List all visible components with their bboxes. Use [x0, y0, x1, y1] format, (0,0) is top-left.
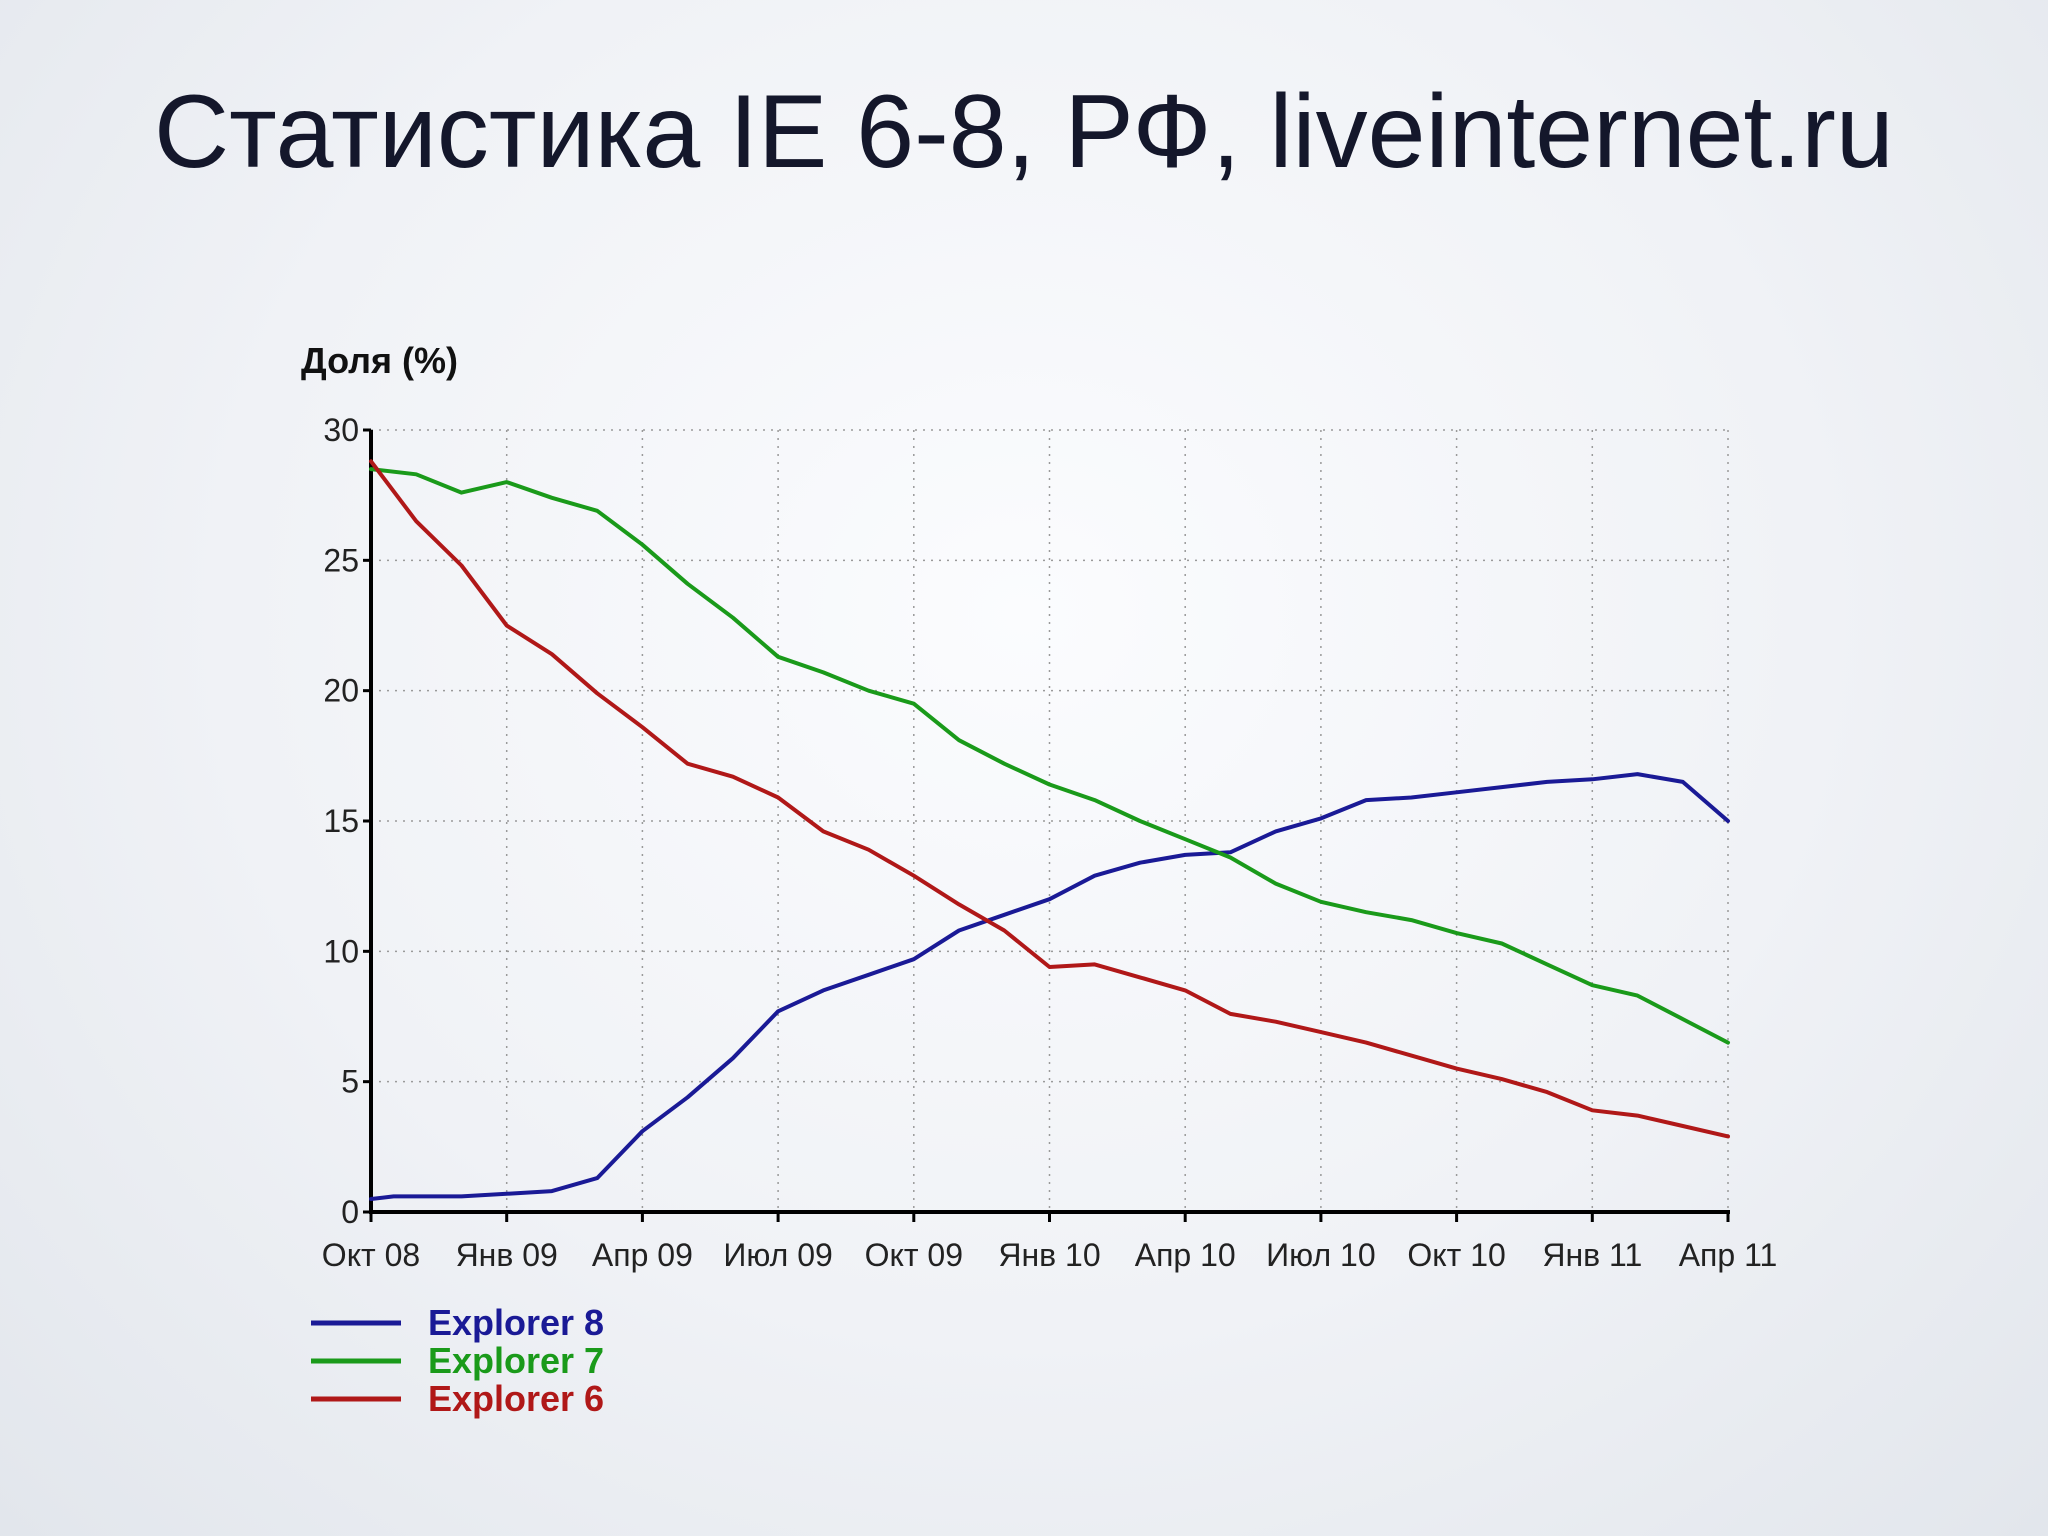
legend-label: Explorer 7 [428, 1340, 604, 1381]
slide-title: Статистика IE 6-8, РФ, liveinternet.ru [154, 74, 1894, 190]
y-tick-label: 15 [323, 803, 359, 839]
y-tick-label: 25 [323, 542, 359, 578]
x-tick-label: Янв 11 [1542, 1237, 1642, 1273]
x-tick-label: Апр 11 [1679, 1237, 1778, 1273]
y-tick-label: 10 [323, 933, 359, 969]
series-line-1 [369, 772, 1730, 1201]
series-lines [369, 459, 1730, 1201]
series-line-2 [369, 467, 1730, 1045]
y-tick-label: 20 [323, 673, 359, 709]
x-tick-label: Янв 10 [998, 1237, 1100, 1273]
legend-label: Explorer 6 [428, 1378, 604, 1419]
x-tick-label: Окт 08 [322, 1237, 420, 1273]
y-tick-label: 5 [341, 1064, 359, 1100]
x-tick-label: Окт 10 [1407, 1237, 1505, 1273]
x-tick-label: Окт 09 [865, 1237, 963, 1273]
series-line-3 [369, 459, 1730, 1139]
x-tick-label: Апр 09 [592, 1237, 693, 1273]
legend-label: Explorer 8 [428, 1302, 604, 1343]
y-tick-label: 0 [341, 1194, 359, 1230]
x-tick-label: Июл 09 [723, 1237, 832, 1273]
x-tick-label: Апр 10 [1135, 1237, 1236, 1273]
x-tick-label: Янв 09 [456, 1237, 558, 1273]
axis-ticks: 0 5 10 15 20 25 30 Окт 08 Янв 09 Апр 09 Июл 09 Окт … [322, 412, 1777, 1273]
y-tick-label: 30 [323, 412, 359, 448]
y-axis-label: Доля (%) [301, 340, 458, 381]
gridlines [371, 429, 1729, 1212]
x-tick-label: Июл 10 [1266, 1237, 1375, 1273]
